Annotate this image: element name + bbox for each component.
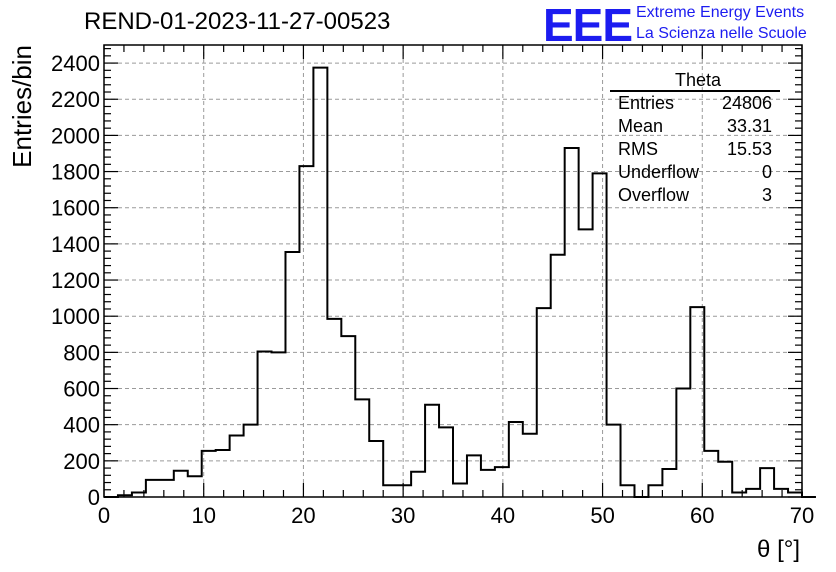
histogram-bin <box>299 166 313 497</box>
y-axis-ticks: 0 200 400 600 800 1000 1200 1400 1600 1800 2000 220… <box>51 48 802 510</box>
histogram-bin <box>495 467 509 497</box>
histogram-bin <box>676 389 690 497</box>
stats-label: RMS <box>618 139 658 159</box>
stats-title: Theta <box>610 70 780 92</box>
histogram-bin <box>425 405 439 497</box>
x-tick-label: 40 <box>491 503 515 528</box>
x-tick-label: 60 <box>690 503 714 528</box>
histogram-bin <box>704 451 718 497</box>
x-tick-label: 50 <box>590 503 614 528</box>
histogram-bin <box>467 455 481 497</box>
histogram-outline <box>104 66 816 498</box>
y-tick-label: 1000 <box>51 304 100 329</box>
stats-label: Overflow <box>618 185 690 205</box>
stats-value: 24806 <box>721 93 772 113</box>
stats-row-mean: Mean 33.31 <box>610 115 780 138</box>
histogram-bin <box>188 476 202 497</box>
histogram-bin <box>579 229 593 497</box>
histogram-bin <box>565 148 579 497</box>
stats-value: 33.31 <box>726 116 772 136</box>
histogram-bin <box>341 336 355 497</box>
histogram-bin <box>593 173 607 497</box>
histogram-bin <box>453 483 467 497</box>
stats-label: Entries <box>618 93 675 113</box>
histogram-bin <box>537 308 551 497</box>
y-tick-label: 200 <box>63 449 100 474</box>
x-tick-label: 10 <box>191 503 215 528</box>
y-tick-label: 1200 <box>51 268 100 293</box>
histogram-bin <box>327 319 341 497</box>
y-tick-label: 2400 <box>51 51 100 76</box>
histogram-bin <box>383 485 397 497</box>
y-tick-label: 1400 <box>51 232 100 257</box>
stats-row-underflow: Underflow 0 <box>610 161 780 184</box>
x-tick-label: 30 <box>391 503 415 528</box>
histogram-bin <box>160 480 174 497</box>
histogram-bin <box>216 450 230 497</box>
histogram-bin <box>746 489 760 497</box>
y-axis-label: Entries/bin <box>7 45 37 168</box>
stats-row-entries: Entries 24806 <box>610 92 780 115</box>
x-axis-label: θ [°] <box>757 536 800 563</box>
histogram-bin <box>774 489 788 497</box>
axes-frame <box>103 44 803 498</box>
histogram-bin <box>313 68 327 497</box>
stats-value: 0 <box>761 162 772 182</box>
histogram-bin <box>648 485 662 497</box>
y-tick-label: 600 <box>63 377 100 402</box>
histogram-bin <box>718 462 732 497</box>
stats-row-overflow: Overflow 3 <box>610 184 780 207</box>
stats-label: Mean <box>618 116 664 136</box>
stats-value: 3 <box>761 185 772 205</box>
histogram-bin <box>439 427 453 497</box>
y-tick-label: 800 <box>63 340 100 365</box>
y-tick-label: 2200 <box>51 87 100 112</box>
logo-line-1: Extreme Energy Events <box>636 4 805 21</box>
stats-label: Underflow <box>618 162 700 182</box>
y-tick-label: 0 <box>88 485 100 510</box>
y-tick-label: 1800 <box>51 160 100 185</box>
x-tick-label: 20 <box>291 503 315 528</box>
histogram-bin <box>523 434 537 497</box>
eee-logo: EEE <box>543 0 633 51</box>
histogram-bin <box>355 399 369 497</box>
y-tick-label: 400 <box>63 413 100 438</box>
histogram-bin <box>369 441 383 497</box>
stats-value: 15.53 <box>726 139 772 159</box>
logo-line-2: La Scienza nelle Scuole <box>636 25 807 42</box>
stats-box: Theta Entries 24806 Mean 33.31 RMS 15.53… <box>610 70 780 207</box>
histogram-bin <box>509 422 523 497</box>
histogram-bin <box>146 480 160 497</box>
histogram-bin <box>285 252 299 497</box>
histogram-bin <box>662 469 676 497</box>
plot-frame <box>103 44 803 498</box>
y-tick-label: 1600 <box>51 196 100 221</box>
histogram-bin <box>230 436 244 497</box>
grid-lines <box>104 45 802 497</box>
histogram-bin <box>397 485 411 497</box>
chart-title: REND-01-2023-11-27-00523 <box>84 8 391 35</box>
x-tick-label: 0 <box>98 503 110 528</box>
histogram-bars <box>104 66 816 498</box>
histogram-bin <box>174 471 188 497</box>
y-tick-label: 2000 <box>51 123 100 148</box>
x-axis-ticks: 0 10 20 30 40 50 60 70 <box>98 45 814 528</box>
stats-row-rms: RMS 15.53 <box>610 138 780 161</box>
x-tick-label: 70 <box>790 503 814 528</box>
